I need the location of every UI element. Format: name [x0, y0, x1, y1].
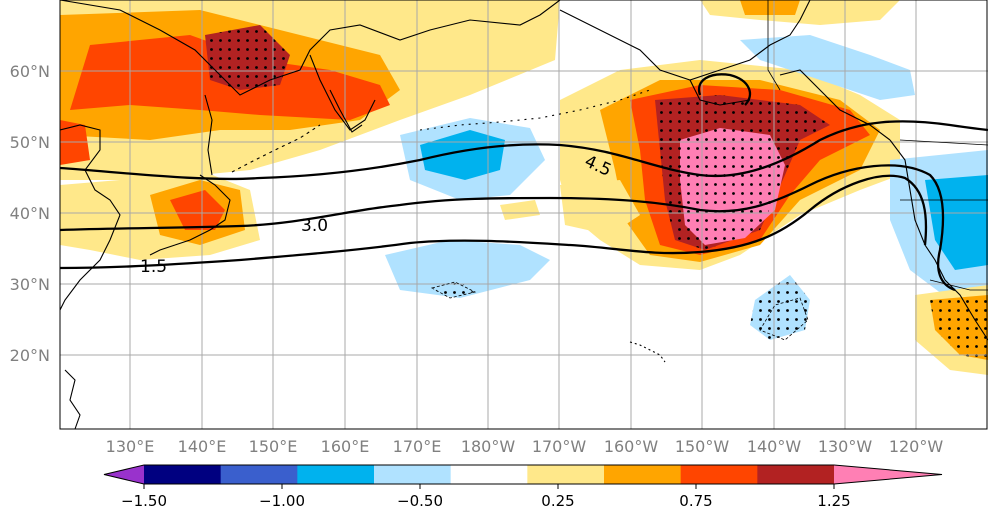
- colorbar-tick-labels: −1.50 −1.00 −0.50 0.25 0.75 1.25: [121, 492, 851, 510]
- colorbar-bin: [220, 465, 298, 484]
- contour-label-3.0: 3.0: [301, 216, 328, 236]
- lon-label: 160°W: [604, 437, 659, 456]
- lat-labels: 60°N 50°N 40°N 30°N 20°N: [10, 62, 50, 365]
- lat-label: 60°N: [10, 62, 50, 81]
- lon-label: 130°E: [106, 437, 155, 456]
- colorbar-tick-label: 0.75: [679, 492, 712, 510]
- lon-label: 170°W: [532, 437, 587, 456]
- graticule: [60, 0, 988, 429]
- colorbar-tick-label: 0.25: [541, 492, 574, 510]
- colorbar-ticks: [143, 484, 835, 489]
- coastlines: [60, 0, 988, 429]
- colorbar: −1.50 −1.00 −0.50 0.25 0.75 1.25: [103, 464, 943, 510]
- lon-label: 120°W: [889, 437, 944, 456]
- jet-contours: [60, 73, 988, 292]
- colorbar-bin: [757, 465, 835, 484]
- lat-label: 50°N: [10, 133, 50, 152]
- lon-label: 160°E: [321, 437, 370, 456]
- lon-label: 170°E: [393, 437, 442, 456]
- map-frame: [59, 0, 988, 430]
- lon-label: 130°W: [818, 437, 873, 456]
- lat-label: 20°N: [10, 346, 50, 365]
- colorbar-tick-label: −1.00: [259, 492, 305, 510]
- contour-label-1.5: 1.5: [140, 257, 167, 277]
- colorbar-extend-low: [104, 465, 144, 484]
- lon-labels: 130°E 140°E 150°E 160°E 170°E 180°W 170°…: [106, 437, 944, 456]
- colorbar-bin: [527, 465, 605, 484]
- lat-label: 40°N: [10, 204, 50, 223]
- lon-label: 180°W: [461, 437, 516, 456]
- lon-label: 150°E: [249, 437, 298, 456]
- colorbar-bin: [374, 465, 452, 484]
- colorbar-tick-label: −1.50: [121, 492, 167, 510]
- map-panel: 4.5 3.0 1.5: [60, 0, 988, 429]
- colorbar-bin: [680, 465, 758, 484]
- colorbar-bins: [103, 464, 943, 485]
- lon-label: 140°W: [747, 437, 802, 456]
- colorbar-bin: [297, 465, 375, 484]
- colorbar-tick-label: −0.50: [397, 492, 443, 510]
- colorbar-extend-high: [834, 465, 942, 484]
- lat-label: 30°N: [10, 275, 50, 294]
- colorbar-bin: [604, 465, 682, 484]
- colorbar-tick-label: 1.25: [817, 492, 850, 510]
- dashed-contours: [430, 281, 809, 341]
- colorbar-bin: [144, 465, 222, 484]
- lon-label: 150°W: [675, 437, 730, 456]
- colorbar-bin: [450, 465, 528, 484]
- lon-label: 140°E: [178, 437, 227, 456]
